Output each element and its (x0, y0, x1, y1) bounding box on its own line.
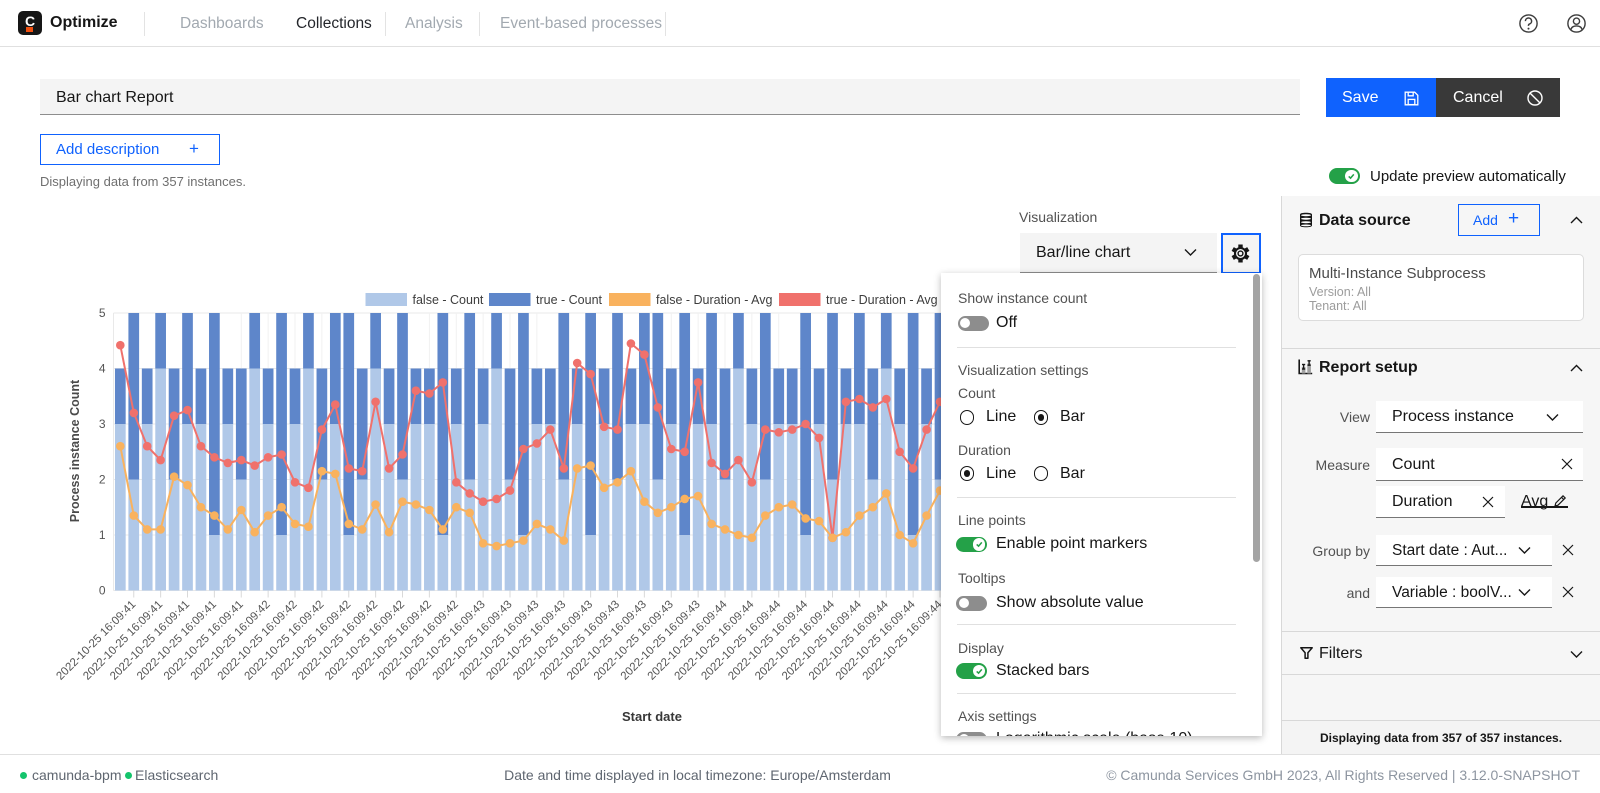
svg-text:4: 4 (99, 362, 106, 376)
svg-text:1: 1 (99, 528, 106, 542)
svg-text:Start date: Start date (622, 709, 682, 724)
svg-text:2: 2 (99, 473, 106, 487)
svg-text:true - Count: true - Count (536, 293, 603, 307)
svg-text:false - Duration - Avg: false - Duration - Avg (656, 293, 773, 307)
svg-text:0: 0 (99, 584, 106, 598)
svg-text:5: 5 (99, 306, 106, 320)
svg-text:false - Count: false - Count (413, 293, 484, 307)
svg-text:true - Duration - Avg: true - Duration - Avg (826, 293, 938, 307)
svg-text:Process instance Count: Process instance Count (68, 379, 82, 522)
svg-text:3: 3 (99, 417, 106, 431)
